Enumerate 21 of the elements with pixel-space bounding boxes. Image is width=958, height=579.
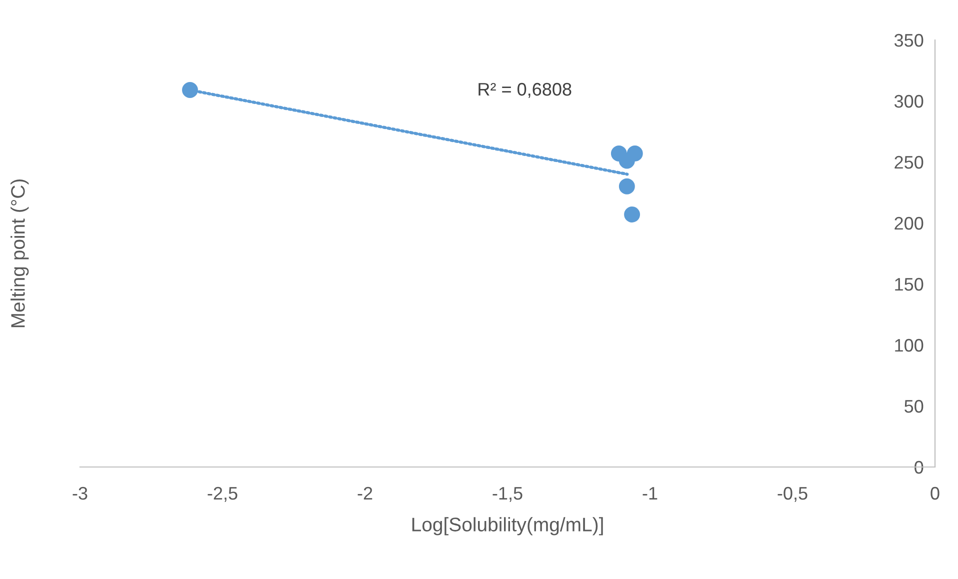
point (182, 82, 198, 98)
point (618, 178, 635, 194)
y-tick-label: 150 (895, 278, 924, 291)
x-tick-label: -3 (72, 486, 88, 500)
x-axis-title: Log[Solubility(mg/mL)] (412, 517, 603, 536)
x-tick-label: -2,5 (208, 486, 238, 502)
point (624, 206, 640, 222)
x-tick-label: -1 (642, 487, 658, 500)
y-tick-label: 300 (894, 94, 924, 108)
y-axis-title: Melting point (°C) (10, 179, 29, 328)
x-tick-label: -1,5 (492, 487, 522, 502)
y-tick-label: 50 (904, 400, 924, 413)
y-tick-label: 200 (894, 216, 924, 230)
point (618, 152, 635, 169)
y-tick-label: 350 (894, 34, 924, 47)
y-tick-label: 250 (894, 156, 924, 169)
y-tick-label: 100 (895, 338, 924, 352)
x-tick-label: 0 (930, 486, 940, 500)
annotation: R² = 0,6808 (478, 82, 572, 98)
x-tick-label: -2 (358, 486, 372, 500)
x-tick-label: -0,5 (778, 486, 808, 502)
